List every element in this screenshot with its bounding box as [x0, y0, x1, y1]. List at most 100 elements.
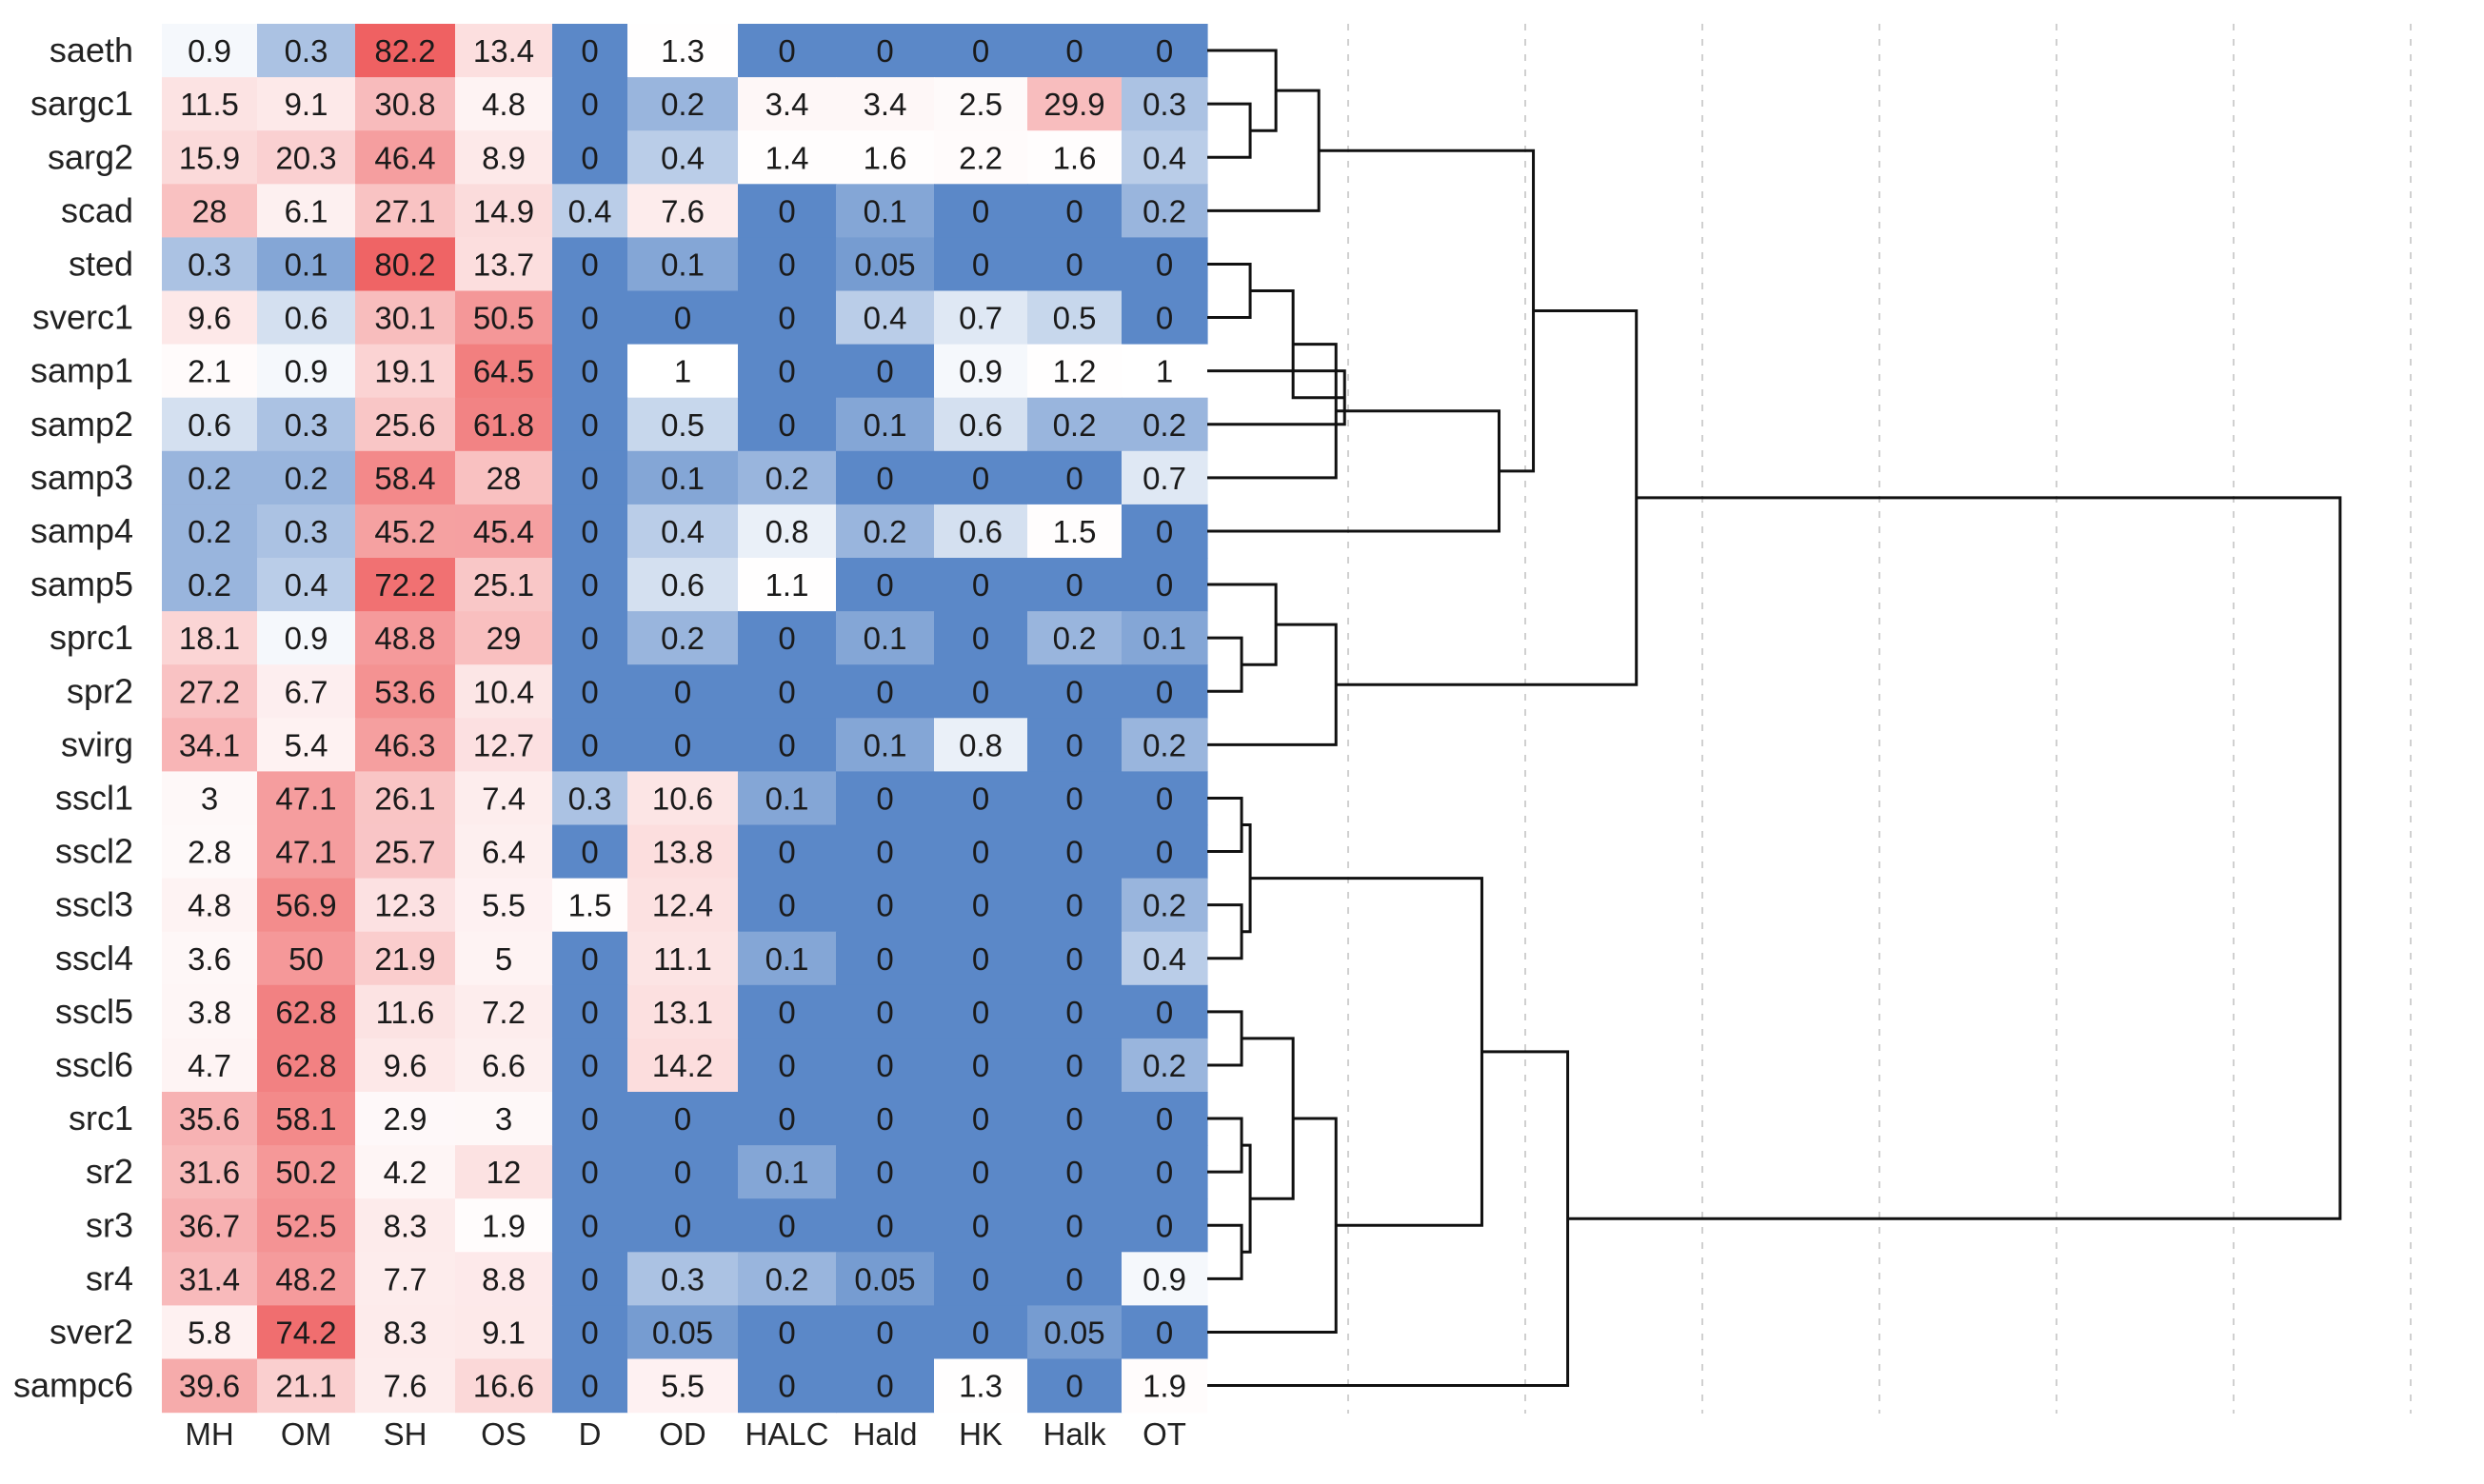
heatmap-cell-fill [455, 450, 553, 505]
heatmap-cell-value: 52.5 [275, 1208, 336, 1243]
heatmap-cell-fill [355, 824, 456, 880]
heatmap-cell-value: 0.2 [188, 514, 231, 549]
heatmap-cell-value: 0 [674, 674, 691, 709]
heatmap-cell-fill [627, 771, 739, 826]
heatmap-cell-value: 1.3 [959, 1369, 1003, 1404]
heatmap-cell-value: 0.6 [959, 407, 1003, 443]
heatmap-cell-fill [257, 237, 356, 292]
heatmap-cell: 27.2 [162, 664, 258, 719]
dendrogram-link [1207, 1010, 1243, 1067]
heatmap-cell-value: 4.2 [384, 1155, 427, 1190]
heatmap-cell: 8.3 [355, 1305, 456, 1360]
heatmap-cell: 61.8 [455, 397, 553, 452]
heatmap-cell-fill [162, 397, 258, 452]
heatmap-cell-value: 0 [972, 193, 989, 228]
heatmap-cell-fill [455, 824, 553, 880]
heatmap-cell-value: 8.8 [482, 1261, 526, 1296]
heatmap-cell-value: 0 [581, 1261, 598, 1296]
heatmap-cell-value: 0 [581, 461, 598, 496]
dendrogram-link [1207, 583, 1278, 666]
row-label: sscl1 [55, 778, 133, 817]
heatmap-cell: 0 [738, 1198, 837, 1253]
heatmap-cell-fill [738, 184, 837, 238]
heatmap-cell: 0 [836, 771, 935, 826]
heatmap-cell: 0 [934, 24, 1028, 78]
heatmap-cell-value: 7.4 [482, 781, 526, 816]
heatmap-cell: 0 [836, 984, 935, 1039]
heatmap-cell: 0 [552, 344, 628, 399]
heatmap-cell-fill [738, 1305, 837, 1360]
heatmap-cell-fill [627, 1305, 739, 1360]
heatmap-cell-value: 0 [972, 995, 989, 1030]
heatmap-cell: 2.2 [934, 130, 1028, 185]
heatmap-cell-fill [455, 24, 553, 78]
heatmap-cell: 0 [627, 664, 739, 719]
heatmap-cell-fill [257, 824, 356, 880]
heatmap-cell-value: 0 [581, 995, 598, 1030]
heatmap-cell-fill [836, 1198, 935, 1253]
heatmap-cell-value: 21.9 [374, 941, 435, 977]
heatmap-cell-value: 1.6 [1053, 140, 1097, 175]
heatmap-cell-fill [836, 237, 935, 292]
heatmap-cell: 6.4 [455, 824, 553, 880]
column-label-sh: SH [384, 1416, 427, 1452]
heatmap-cell: 0 [836, 1305, 935, 1360]
heatmap-cell-value: 0 [1065, 567, 1083, 603]
heatmap-cell-fill [355, 24, 456, 78]
heatmap-cell-fill [552, 450, 628, 505]
dendrogram-link [1207, 49, 1278, 132]
heatmap-cell-fill [738, 290, 837, 346]
heatmap-cell-value: 3.8 [188, 995, 231, 1030]
heatmap-cell: 0.05 [1027, 1305, 1123, 1360]
dendrogram-link [1207, 262, 1252, 320]
heatmap-cell: 11.5 [162, 77, 258, 131]
heatmap-cell: 12.4 [627, 878, 739, 933]
heatmap-cell: 0.2 [162, 504, 258, 559]
heatmap-cell-value: 0.3 [568, 781, 612, 816]
heatmap-cell-fill [836, 290, 935, 346]
heatmap-cell-fill [162, 504, 258, 559]
heatmap-cell-fill [552, 878, 628, 933]
heatmap-cell-value: 11.5 [180, 87, 239, 122]
heatmap-cell: 0 [738, 878, 837, 933]
heatmap-cell-value: 0 [1065, 33, 1083, 69]
heatmap-cell-value: 0 [876, 995, 893, 1030]
heatmap-cell-value: 46.3 [374, 727, 435, 762]
row-label: samp3 [30, 458, 133, 497]
heatmap-cell-fill [455, 664, 553, 719]
heatmap-cell-fill [627, 130, 739, 185]
dendrogram-branch [1207, 89, 1321, 212]
heatmap-cell-value: 0.2 [188, 567, 231, 603]
heatmap-cell-value: 8.9 [482, 140, 526, 175]
heatmap-cell-value: 0.4 [1143, 140, 1186, 175]
heatmap-cell-fill [257, 1252, 356, 1306]
heatmap-cell-value: 0 [581, 1101, 598, 1137]
heatmap-cell: 0 [836, 878, 935, 933]
heatmap-cell-fill [934, 504, 1028, 559]
heatmap-cell-fill [1122, 130, 1208, 185]
heatmap-cell-fill [257, 1092, 356, 1146]
heatmap-cell-fill [627, 184, 739, 238]
dendrogram-branch [1207, 1010, 1243, 1067]
heatmap-cell: 0 [738, 24, 837, 78]
heatmap-cell: 0.2 [1122, 718, 1208, 772]
heatmap-cell: 0 [934, 931, 1028, 986]
heatmap-cell-fill [934, 1305, 1028, 1360]
heatmap-cell: 50.2 [257, 1145, 356, 1199]
dendrogram-branch [1242, 1143, 1252, 1254]
heatmap-cell: 18.1 [162, 611, 258, 665]
heatmap-cell-fill [355, 558, 456, 612]
heatmap-cell: 0.2 [738, 1252, 837, 1306]
heatmap-cell: 13.1 [627, 984, 739, 1039]
heatmap-cell: 0 [627, 718, 739, 772]
heatmap-cell-fill [1122, 718, 1208, 772]
heatmap-cell: 74.2 [257, 1305, 356, 1360]
heatmap-cell-value: 0 [581, 87, 598, 122]
heatmap-cell: 0 [552, 824, 628, 880]
heatmap-cell-value: 0.1 [765, 1155, 809, 1190]
heatmap-cell: 7.7 [355, 1252, 456, 1306]
heatmap-cell-fill [455, 397, 553, 452]
heatmap-cells: 0.9 0.3 82.2 13.4 0 1.3 0 0 0 0 011.5 9.1 30.8 4.8 0 0.… [162, 24, 1208, 1414]
heatmap-cell-value: 25.1 [473, 567, 534, 603]
heatmap-cell-value: 8.3 [384, 1315, 427, 1350]
